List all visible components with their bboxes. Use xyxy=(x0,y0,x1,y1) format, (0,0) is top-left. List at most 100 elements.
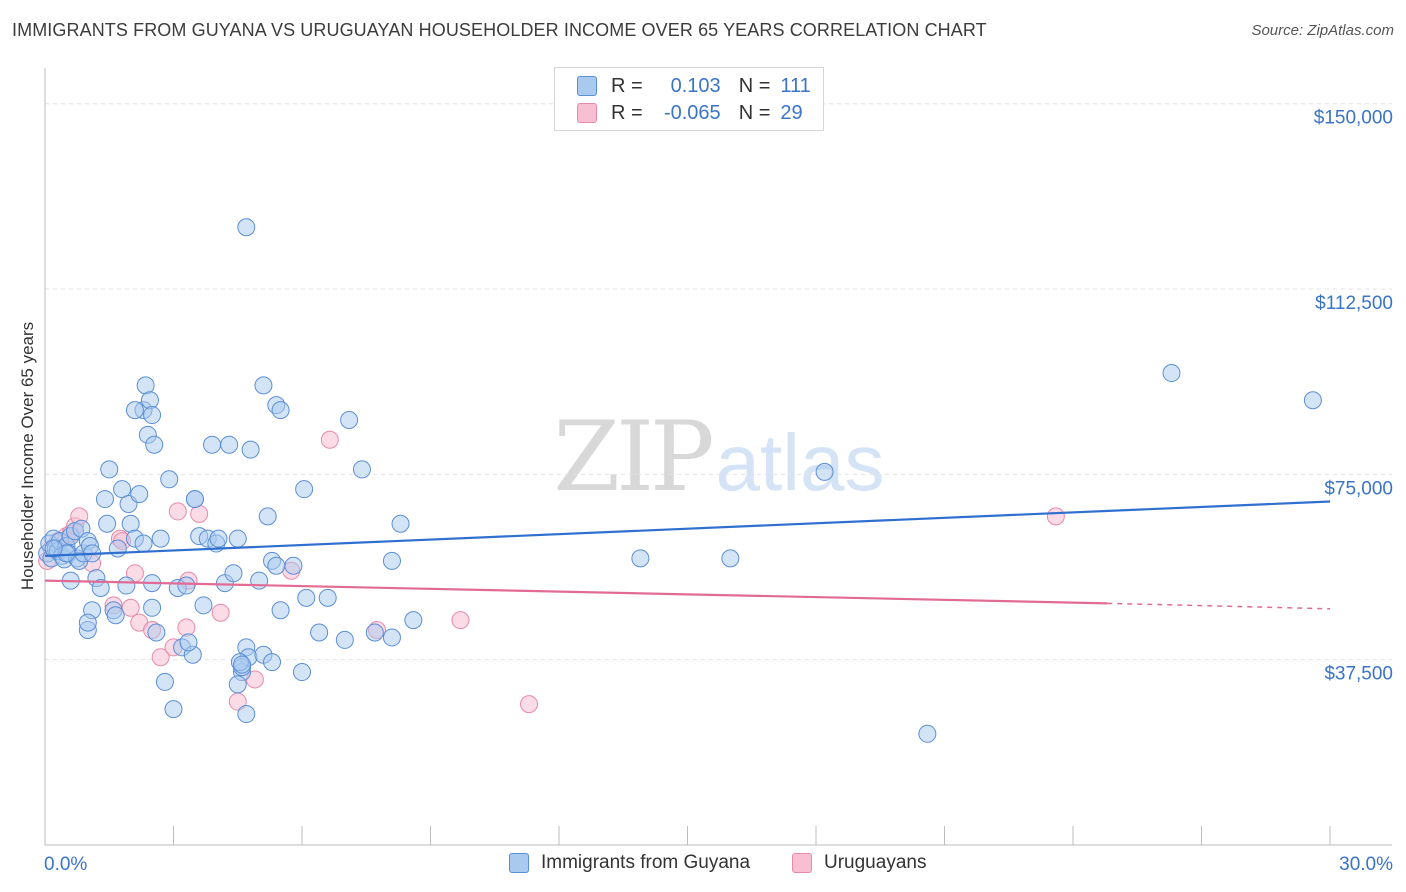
guyana-point xyxy=(98,514,117,533)
legend-item-label: Immigrants from Guyana xyxy=(541,852,751,873)
chart-title: IMMIGRANTS FROM GUYANA VS URUGUAYAN HOUS… xyxy=(12,20,987,40)
guyana-point xyxy=(160,470,179,489)
guyana-point xyxy=(631,549,650,568)
guyana-point xyxy=(297,588,316,607)
legend-n-value: 29 xyxy=(780,101,803,124)
legend-n-label: N = xyxy=(738,101,771,124)
guyana-point xyxy=(310,623,329,642)
stats-legend: R = 0.103 N = 111 R = -0.065 N = 29 xyxy=(554,67,824,131)
uruguayans-point xyxy=(151,648,170,667)
guyana-point xyxy=(237,218,256,237)
guyana-point xyxy=(228,529,247,548)
legend-r-label: R = xyxy=(611,101,643,124)
uruguayans-point xyxy=(168,502,187,521)
guyana-point xyxy=(815,462,834,481)
guyana-point xyxy=(263,653,282,672)
legend-r-value: 0.103 xyxy=(670,74,721,97)
y-tick-label: $150,000 xyxy=(1314,108,1393,129)
guyana-point xyxy=(140,391,159,410)
guyana-point xyxy=(143,598,162,617)
uruguayans-point xyxy=(177,618,196,637)
legend-n-value: 111 xyxy=(780,74,811,97)
guyana-point xyxy=(1303,391,1322,410)
guyana-point xyxy=(335,630,354,649)
legend-swatch-pink xyxy=(792,853,812,873)
x-tick-label-max: 30.0% xyxy=(1339,854,1393,875)
guyana-point xyxy=(100,460,119,479)
guyana-point xyxy=(91,579,110,598)
uruguayans-point xyxy=(451,611,470,630)
guyana-point xyxy=(1162,364,1181,383)
uruguayans-point xyxy=(320,430,339,449)
legend-r-value: -0.065 xyxy=(663,101,721,124)
guyana-point xyxy=(228,675,247,694)
guyana-point xyxy=(295,480,314,499)
guyana-point xyxy=(365,623,384,642)
guyana-point xyxy=(155,672,174,691)
guyana-point xyxy=(108,539,127,558)
x-tick-labels: 0.0% 30.0% xyxy=(44,854,1393,875)
guyana-point xyxy=(95,490,114,509)
guyana-point xyxy=(258,507,277,526)
y-tick-labels: $37,500 $75,000 $112,500 $150,000 xyxy=(1314,108,1393,685)
guyana-point xyxy=(220,435,239,454)
x-tick-label-min: 0.0% xyxy=(44,854,87,875)
guyana-point xyxy=(164,700,183,719)
uruguayans-trend-extension xyxy=(1107,602,1331,610)
uruguayans-point xyxy=(121,598,140,617)
guyana-point xyxy=(125,401,144,420)
y-tick-label: $75,000 xyxy=(1324,478,1393,499)
source-credit: Source: ZipAtlas.com xyxy=(1251,22,1394,39)
guyana-point xyxy=(145,435,164,454)
uruguayans-trend-line xyxy=(44,579,1108,605)
guyana-point xyxy=(194,596,213,615)
guyana-trend-line xyxy=(44,500,1331,557)
uruguayans-point xyxy=(211,603,230,622)
watermark-atlas: atlas xyxy=(716,418,885,507)
legend-row-uruguayans: R = -0.065 N = 29 xyxy=(577,101,803,125)
guyana-point xyxy=(151,529,170,548)
guyana-point xyxy=(318,588,337,607)
guyana-point xyxy=(284,556,303,575)
guyana-point xyxy=(352,460,371,479)
guyana-point xyxy=(404,611,423,630)
guyana-point xyxy=(117,576,136,595)
guyana-point xyxy=(721,549,740,568)
guyana-point xyxy=(78,613,97,632)
guyana-point xyxy=(203,435,222,454)
guyana-point xyxy=(143,406,162,425)
guyana-point xyxy=(209,529,228,548)
guyana-point xyxy=(267,556,286,575)
y-tick-label: $37,500 xyxy=(1324,664,1393,685)
guyana-point xyxy=(130,485,149,504)
guyana-point xyxy=(185,490,204,509)
legend-n-label: N = xyxy=(738,74,771,97)
guyana-point xyxy=(113,480,132,499)
axes xyxy=(44,68,1392,846)
guyana-point xyxy=(391,514,410,533)
guyana-point xyxy=(136,376,155,395)
uruguayans-point xyxy=(190,504,209,523)
guyana-point xyxy=(237,705,256,724)
legend-swatch-blue xyxy=(577,76,597,96)
guyana-point xyxy=(44,539,63,558)
guyana-point xyxy=(134,534,153,553)
guyana-point xyxy=(106,606,125,625)
watermark-zip: ZIP xyxy=(553,401,712,513)
guyana-point xyxy=(271,601,290,620)
uruguayans-points xyxy=(38,430,1065,714)
guyana-point xyxy=(382,628,401,647)
legend-swatch-blue xyxy=(509,853,529,873)
guyana-point xyxy=(271,401,290,420)
guyana-point xyxy=(177,576,196,595)
guyana-point xyxy=(147,623,166,642)
series-legend: Immigrants from Guyana Uruguayans xyxy=(0,852,1406,878)
guyana-point xyxy=(121,514,140,533)
y-tick-label: $112,500 xyxy=(1315,293,1393,314)
legend-swatch-pink xyxy=(577,103,597,123)
legend-item-guyana[interactable]: Immigrants from Guyana xyxy=(509,852,750,874)
guyana-point xyxy=(340,410,359,429)
legend-item-uruguayans[interactable]: Uruguayans xyxy=(792,852,926,874)
guyana-point xyxy=(224,564,243,583)
